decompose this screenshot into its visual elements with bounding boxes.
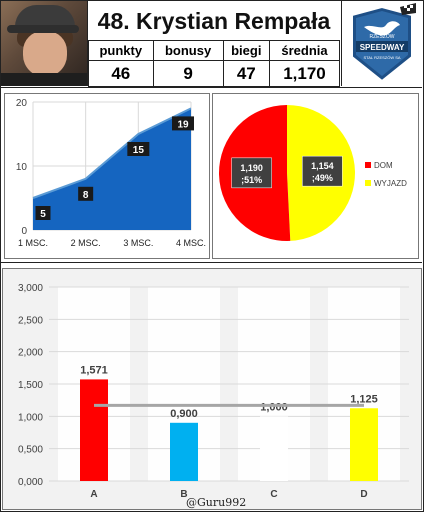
area-data-label-text: 5 [40, 209, 46, 220]
bar-data-label: 1,000 [260, 401, 288, 413]
pie-data-label-text: 1,154 [311, 161, 334, 171]
area-xtick-label: 3 MSC. [123, 238, 153, 248]
area-data-label-box [172, 116, 194, 131]
club-logo: RZESZÓW SPEEDWAY STAL RZESZÓW SA [341, 1, 422, 86]
area-data-label: 15 [127, 142, 150, 156]
area-series-fill [33, 108, 191, 230]
area-xtick-label: 4 MSC. [176, 238, 206, 248]
bar-c [260, 416, 288, 481]
bar-ytick-label: 1,500 [18, 380, 43, 391]
stat-value-punkty: 46 [88, 60, 154, 87]
stat-value-srednia: 1,170 [268, 60, 341, 87]
pie-data-label-text: ;49% [312, 173, 333, 183]
pie-data-label-text: ;51% [241, 175, 262, 185]
pie-data-label: 1,190 ;51% [231, 157, 272, 189]
area-data-label-text: 8 [83, 190, 89, 201]
area-chart: 0 10 20 1 MSC. 2 MSC. 3 MSC. 4 MSC. 5 8 15 19 [16, 98, 206, 248]
header-separator [1, 87, 422, 88]
bar-data-label: 1,125 [350, 393, 378, 405]
area-data-label-text: 19 [177, 119, 189, 130]
area-ytick-label: 20 [16, 98, 28, 109]
bar-b [170, 422, 198, 481]
bar-d [350, 408, 378, 481]
pie-data-label: 1,154 ;49% [302, 155, 343, 187]
bar-chart: 0,000 0,500 1,000 1,500 2,000 2,500 3,000 1,571… [18, 283, 409, 500]
bar-ytick-label: 3,000 [18, 283, 43, 294]
pie-chart-panel: 1,154 ;49% 1,190 ;51% DOM WYJAZD [212, 93, 419, 259]
pie-data-label-box [302, 155, 343, 187]
logo-text-top: RZESZÓW [370, 33, 395, 40]
pie-data-label-box [231, 157, 272, 189]
area-ytick-label: 10 [16, 162, 28, 173]
bar-ytick-label: 2,500 [18, 315, 43, 326]
area-data-label-box [127, 142, 150, 156]
pie-chart: 1,154 ;49% 1,190 ;51% DOM WYJAZD [219, 105, 407, 241]
bar-xtick-label: A [90, 489, 97, 500]
bar-a [80, 379, 108, 481]
bar-ytick-label: 2,000 [18, 348, 43, 359]
bar-data-label: 0,900 [170, 408, 198, 420]
pie-legend-swatch-wyjazd [365, 180, 371, 186]
area-series-line [32, 107, 192, 199]
bar-ytick-label: 0,500 [18, 445, 43, 456]
stat-value-bonusy: 9 [152, 60, 224, 87]
logo-text-main: SPEEDWAY [360, 43, 405, 52]
stat-header-bonusy: bonusy [152, 40, 224, 61]
area-data-label: 5 [35, 206, 51, 220]
area-data-label-box [78, 186, 94, 201]
bar-ytick-label: 0,000 [18, 477, 43, 488]
area-data-label: 8 [78, 186, 94, 201]
bar-xtick-label: D [360, 489, 367, 500]
logo-text-bottom: STAL RZESZÓW SA [363, 55, 400, 60]
pie-data-label-text: 1,190 [240, 163, 263, 173]
stats-table: punkty bonusy biegi średnia 46 9 47 1,17… [88, 40, 341, 87]
bar-xtick-label: C [270, 489, 277, 500]
area-chart-panel: 0 10 20 1 MSC. 2 MSC. 3 MSC. 4 MSC. 5 8 15 19 [4, 93, 210, 259]
stat-header-biegi: biegi [222, 40, 270, 61]
pie-legend-swatch-dom [365, 162, 371, 168]
area-ytick-label: 0 [21, 226, 27, 237]
area-xtick-label: 2 MSC. [71, 238, 101, 248]
stat-header-srednia: średnia [268, 40, 341, 61]
rider-title: 48. Krystian Rempała [97, 8, 331, 34]
middle-separator [1, 262, 422, 263]
area-data-label-text: 15 [133, 145, 145, 156]
pie-legend-label-dom: DOM [374, 161, 393, 170]
bar-data-label: 1,571 [80, 364, 108, 376]
bar-ytick-label: 1,000 [18, 412, 43, 423]
bar-chart-panel: 0,000 0,500 1,000 1,500 2,000 2,500 3,000 1,571… [2, 268, 422, 510]
area-data-label: 19 [172, 116, 194, 131]
pie-legend-label-wyjazd: WYJAZD [374, 179, 407, 188]
area-xtick-label: 1 MSC. [18, 238, 48, 248]
bar-xtick-label: B [180, 489, 187, 500]
rider-photo [1, 1, 88, 86]
area-data-label-box [35, 206, 51, 220]
credit-text: @Guru992 [186, 496, 247, 509]
stat-header-punkty: punkty [88, 40, 154, 61]
stat-value-biegi: 47 [222, 60, 270, 87]
